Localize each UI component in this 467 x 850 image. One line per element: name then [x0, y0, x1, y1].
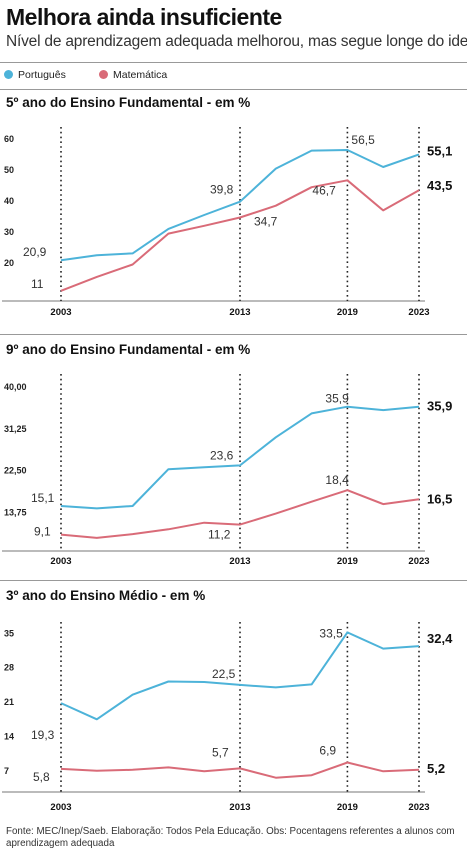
y-tick-label: 50 — [4, 165, 14, 175]
data-label: 33,5 — [319, 626, 343, 640]
series-line-portugues — [60, 149, 420, 262]
legend-item-matematica: Matemática — [99, 69, 167, 81]
chart-9ano: 13,75 22,50 31,25 40,00 2003 2013 2019 2023 15,1… — [2, 374, 452, 567]
data-label: 5,8 — [33, 770, 50, 784]
y-tick-label: 40,00 — [4, 382, 27, 392]
data-label: 6,9 — [319, 743, 336, 757]
data-label: 22,5 — [212, 667, 236, 681]
chart-5ano: 20 30 40 50 60 2003 2013 2019 2023 20,9 11 39,8 34,7… — [2, 127, 452, 318]
x-tick-label: 2003 — [50, 556, 71, 567]
page-title: Melhora ainda insuficiente — [6, 4, 282, 30]
y-tick-label: 31,25 — [4, 424, 27, 434]
panel-title-ensino-medio: 3º ano do Ensino Médio - em % — [6, 588, 206, 603]
y-tick-label: 7 — [4, 766, 9, 776]
y-tick-label: 40 — [4, 196, 14, 206]
legend-label-portugues: Português — [18, 69, 66, 81]
series-line-portugues — [60, 631, 420, 721]
y-tick-label: 21 — [4, 697, 14, 707]
y-tick-label: 30 — [4, 227, 14, 237]
legend-item-portugues: Português — [4, 69, 66, 81]
x-tick-label: 2019 — [337, 307, 358, 318]
series-line-matematica — [60, 761, 420, 779]
data-label: 32,4 — [427, 631, 453, 646]
y-tick-label: 20 — [4, 258, 14, 268]
x-tick-label: 2013 — [229, 556, 250, 567]
y-tick-label: 60 — [4, 134, 14, 144]
data-label: 5,2 — [427, 761, 445, 776]
chart-ensino-medio: 7 14 21 28 35 2003 2013 2019 2023 19,3 5,8 22,5 5,7 3… — [2, 622, 453, 813]
data-label: 16,5 — [427, 491, 452, 506]
data-label: 34,7 — [254, 214, 278, 228]
legend-swatch-matematica — [99, 70, 108, 79]
data-label: 35,9 — [427, 399, 452, 414]
panel-title-5ano: 5º ano do Ensino Fundamental - em % — [6, 95, 251, 110]
y-tick-label: 22,50 — [4, 466, 27, 476]
legend: Português Matemática — [0, 62, 467, 90]
data-label: 15,1 — [31, 491, 55, 505]
data-label: 39,8 — [210, 183, 234, 197]
divider — [0, 580, 467, 581]
data-label: 9,1 — [34, 525, 51, 539]
data-label: 11,2 — [208, 528, 231, 542]
data-label: 46,7 — [312, 183, 336, 197]
data-label: 56,5 — [351, 133, 375, 147]
data-label: 20,9 — [23, 245, 47, 259]
footnote: Fonte: MEC/Inep/Saeb. Elaboração: Todos … — [6, 826, 455, 849]
legend-swatch-portugues — [4, 70, 13, 79]
y-tick-label: 28 — [4, 663, 14, 673]
y-tick-label: 35 — [4, 628, 14, 638]
data-label: 18,4 — [325, 473, 349, 487]
x-tick-label: 2023 — [408, 307, 429, 318]
data-label: 35,9 — [325, 392, 349, 406]
x-tick-label: 2023 — [408, 802, 429, 813]
data-label: 43,5 — [427, 178, 452, 193]
x-tick-label: 2019 — [337, 556, 358, 567]
data-label: 23,6 — [210, 448, 234, 462]
series-line-portugues — [60, 405, 420, 510]
x-tick-label: 2003 — [50, 307, 71, 318]
data-label: 11 — [31, 277, 44, 291]
page-subtitle: Nível de aprendizagem adequada melhorou,… — [6, 33, 467, 50]
divider — [0, 334, 467, 335]
x-tick-label: 2003 — [50, 802, 71, 813]
x-tick-label: 2013 — [229, 307, 250, 318]
x-tick-label: 2013 — [229, 802, 250, 813]
y-tick-label: 14 — [4, 731, 14, 741]
data-label: 5,7 — [212, 745, 229, 759]
data-label: 55,1 — [427, 143, 452, 158]
legend-label-matematica: Matemática — [113, 69, 168, 81]
y-tick-label: 13,75 — [4, 507, 27, 517]
data-label: 19,3 — [31, 728, 55, 742]
series-line-matematica — [60, 489, 420, 539]
series-line-matematica — [60, 179, 420, 292]
x-tick-label: 2019 — [337, 802, 358, 813]
panel-title-9ano: 9º ano do Ensino Fundamental - em % — [6, 342, 251, 357]
x-tick-label: 2023 — [408, 556, 429, 567]
